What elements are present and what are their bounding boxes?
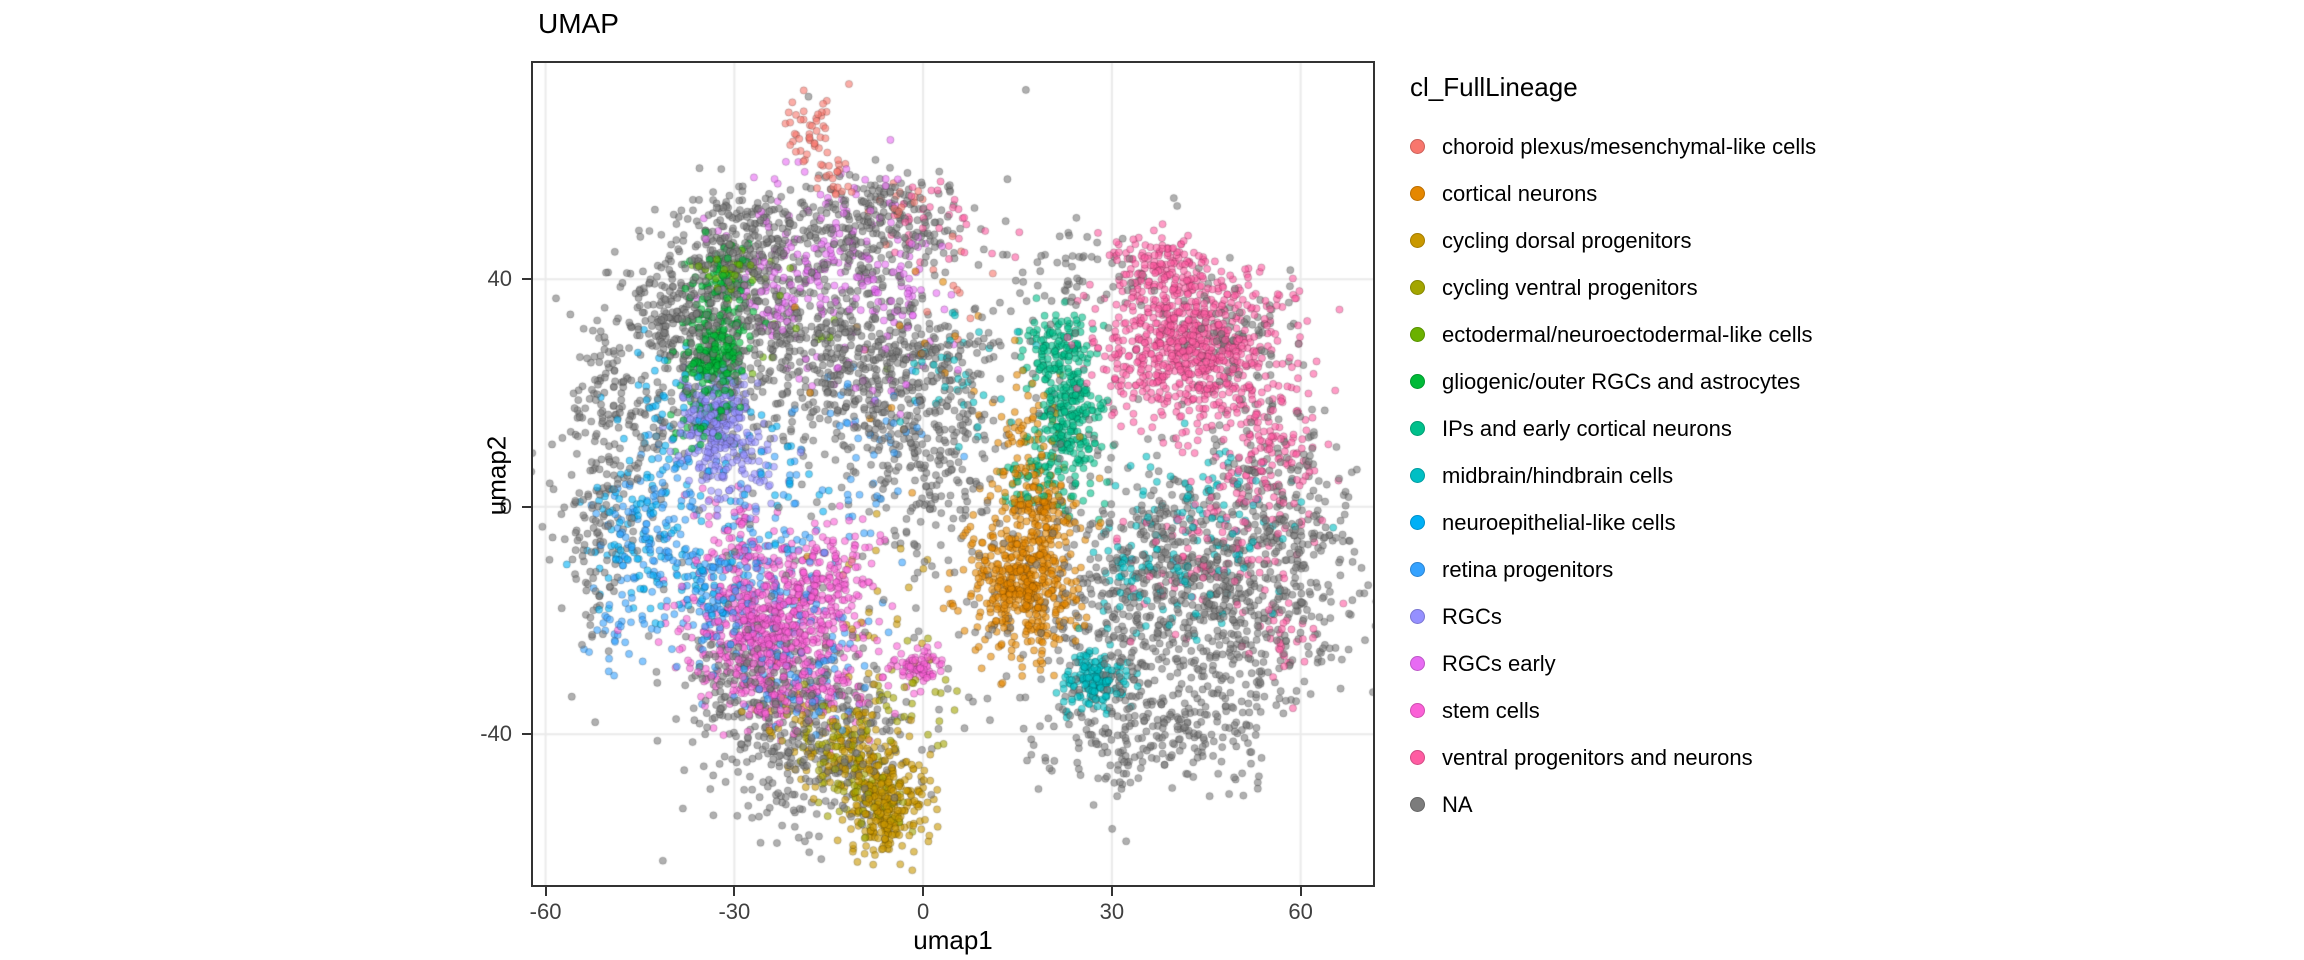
legend-item: ventral progenitors and neurons [1410, 734, 1816, 781]
legend-swatch [1410, 374, 1425, 389]
legend-label: stem cells [1442, 697, 1540, 723]
legend-label: cycling dorsal progenitors [1442, 227, 1692, 253]
legend-swatch [1410, 327, 1425, 342]
y-tick-label: 40 [487, 266, 512, 292]
y-tick [522, 733, 531, 736]
y-axis-title: umap2 [481, 435, 512, 516]
legend-label: ectodermal/neuroectodermal-like cells [1442, 321, 1813, 347]
x-tick [1299, 887, 1302, 896]
legend-item: ectodermal/neuroectodermal-like cells [1410, 311, 1816, 358]
legend-swatch [1410, 139, 1425, 154]
legend-swatch [1410, 609, 1425, 624]
plot-panel [531, 61, 1375, 887]
x-tick [922, 887, 925, 896]
x-tick [733, 887, 736, 896]
legend-item: gliogenic/outer RGCs and astrocytes [1410, 358, 1816, 405]
legend-item: RGCs [1410, 593, 1816, 640]
x-tick-label: 60 [1288, 899, 1313, 924]
legend-label: neuroepithelial-like cells [1442, 509, 1676, 535]
legend-swatch [1410, 797, 1425, 812]
x-tick [544, 887, 547, 896]
x-tick-label: 30 [1099, 899, 1125, 924]
legend-label: RGCs early [1442, 650, 1556, 676]
x-tick-label: -30 [718, 899, 751, 924]
legend-item: neuroepithelial-like cells [1410, 499, 1816, 546]
legend-title: cl_FullLineage [1410, 72, 1578, 102]
legend-label: midbrain/hindbrain cells [1442, 462, 1674, 488]
legend-label: cortical neurons [1442, 180, 1598, 206]
legend-item: choroid plexus/mesenchymal-like cells [1410, 123, 1816, 170]
legend-item: NA [1410, 781, 1816, 828]
x-tick-label: 0 [916, 899, 930, 924]
x-tick-label: -60 [529, 899, 562, 924]
legend-item: RGCs early [1410, 640, 1816, 687]
legend-item: cortical neurons [1410, 170, 1816, 217]
legend-item: stem cells [1410, 687, 1816, 734]
legend-label: RGCs [1442, 603, 1502, 629]
legend-label: ventral progenitors and neurons [1442, 744, 1753, 770]
legend-label: NA [1442, 791, 1473, 817]
legend-item: midbrain/hindbrain cells [1410, 452, 1816, 499]
x-tick [1110, 887, 1113, 896]
legend-label: gliogenic/outer RGCs and astrocytes [1442, 368, 1801, 394]
legend-swatch [1410, 468, 1425, 483]
legend-label: IPs and early cortical neurons [1442, 415, 1732, 441]
legend-swatch [1410, 750, 1425, 765]
legend-label: retina progenitors [1442, 556, 1614, 582]
y-tick [522, 505, 531, 508]
x-axis-title: umap1 [913, 925, 993, 955]
y-tick-label: -40 [480, 721, 512, 747]
y-tick [522, 278, 531, 281]
legend-swatch [1410, 656, 1425, 671]
legend-swatch [1410, 515, 1425, 530]
legend-swatch [1410, 562, 1425, 577]
legend-item: IPs and early cortical neurons [1410, 405, 1816, 452]
legend-swatch [1410, 421, 1425, 436]
y-tick-label: 0 [499, 493, 512, 519]
legend-label: choroid plexus/mesenchymal-like cells [1442, 133, 1817, 159]
legend-item: cycling ventral progenitors [1410, 264, 1816, 311]
legend-items: choroid plexus/mesenchymal-like cells cor… [1410, 123, 1816, 828]
legend-swatch [1410, 233, 1425, 248]
legend-swatch [1410, 703, 1425, 718]
legend-swatch [1410, 280, 1425, 295]
legend: cl_FullLineage choroid plexus/mesenchyma… [1410, 72, 1816, 828]
plot-title: UMAP [538, 8, 619, 39]
legend-swatch [1410, 186, 1425, 201]
legend-item: retina progenitors [1410, 546, 1816, 593]
plot-canvas [533, 63, 1373, 885]
legend-item: cycling dorsal progenitors [1410, 217, 1816, 264]
legend-label: cycling ventral progenitors [1442, 274, 1698, 300]
